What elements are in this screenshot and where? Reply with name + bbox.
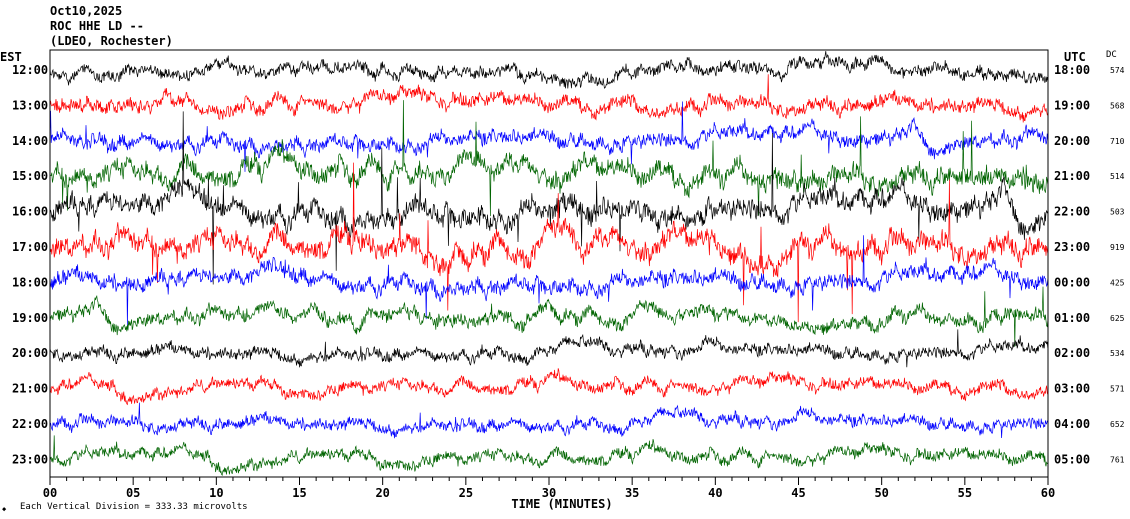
utc-tick-label: 05:00 [1054, 452, 1090, 466]
x-tick-label: 15 [292, 486, 306, 500]
utc-tick-label: 02:00 [1054, 346, 1090, 360]
trace-row-1500 [49, 100, 1049, 217]
trace-row-1300 [49, 74, 1049, 123]
est-tick-label: 20:00 [12, 346, 48, 360]
utc-tick-label: 18:00 [1054, 63, 1090, 77]
x-tick-label: 50 [874, 486, 888, 500]
x-tick-label: 55 [958, 486, 972, 500]
x-tick-label: 60 [1041, 486, 1055, 500]
est-tick-label: 21:00 [12, 382, 48, 396]
x-tick-label: 40 [708, 486, 722, 500]
dc-value: 568 [1110, 101, 1125, 110]
est-tick-label: 23:00 [12, 452, 48, 466]
utc-tick-label: 21:00 [1054, 169, 1090, 183]
dc-value: 503 [1110, 208, 1125, 217]
est-tick-label: 15:00 [12, 169, 48, 183]
utc-tick-label: 20:00 [1054, 134, 1090, 148]
dc-value: 514 [1110, 172, 1125, 181]
x-tick-label: 10 [209, 486, 223, 500]
est-tick-label: 12:00 [12, 63, 48, 77]
x-tick-label: 25 [459, 486, 473, 500]
header-station: ROC HHE LD -- [50, 19, 144, 33]
utc-tick-label: 00:00 [1054, 275, 1090, 289]
footer-note: Each Vertical Division = 333.33 microvol… [20, 502, 248, 512]
trace-row-2100 [49, 368, 1049, 406]
corner-mark-icon: ◆ [2, 505, 7, 513]
x-tick-label: 00 [43, 486, 57, 500]
x-tick-label: 45 [791, 486, 805, 500]
est-tick-label: 18:00 [12, 275, 48, 289]
x-tick-label: 35 [625, 486, 639, 500]
est-axis-label: EST [0, 50, 22, 64]
trace-row-2200 [49, 402, 1049, 439]
x-tick-label: 05 [126, 486, 140, 500]
seismic-traces [49, 51, 1049, 477]
trace-row-1900 [49, 286, 1049, 347]
est-tick-label: 16:00 [12, 205, 48, 219]
trace-row-1800 [49, 235, 1049, 326]
plot-frame [49, 49, 1049, 478]
trace-row-2000 [49, 329, 1049, 368]
row-labels: 12:00 18:00 574 13:00 19:00 568 14:00 20:00 710 1… [12, 63, 1125, 466]
dc-value: 919 [1110, 243, 1125, 252]
est-tick-label: 17:00 [12, 240, 48, 254]
trace-row-1200 [49, 51, 1049, 89]
x-tick-label: 30 [542, 486, 556, 500]
x-axis-title: TIME (MINUTES) [511, 497, 612, 511]
utc-tick-label: 19:00 [1054, 98, 1090, 112]
dc-value: 625 [1110, 314, 1125, 323]
header-network: (LDEO, Rochester) [50, 34, 173, 48]
utc-tick-label: 23:00 [1054, 240, 1090, 254]
dc-value: 534 [1110, 349, 1125, 358]
est-tick-label: 14:00 [12, 134, 48, 148]
dc-value: 425 [1110, 278, 1125, 287]
dc-value: 652 [1110, 420, 1125, 429]
est-tick-label: 22:00 [12, 417, 48, 431]
utc-tick-label: 22:00 [1054, 205, 1090, 219]
x-axis: 00 05 10 15 20 25 30 35 40 45 50 55 60 [43, 477, 1055, 500]
est-tick-label: 19:00 [12, 311, 48, 325]
trace-row-1700 [49, 162, 1049, 323]
dc-value: 761 [1110, 455, 1125, 464]
est-tick-label: 13:00 [12, 98, 48, 112]
utc-axis-label: UTC [1064, 50, 1086, 64]
header-date: Oct10,2025 [50, 4, 122, 18]
trace-row-1400 [49, 101, 1049, 172]
trace-row-2300 [49, 435, 1049, 477]
utc-tick-label: 03:00 [1054, 382, 1090, 396]
x-tick-label: 20 [375, 486, 389, 500]
dc-label: DC [1106, 50, 1117, 60]
trace-row-1600 [49, 111, 1049, 285]
dc-value: 574 [1110, 66, 1125, 75]
utc-tick-label: 04:00 [1054, 417, 1090, 431]
dc-value: 710 [1110, 137, 1125, 146]
utc-tick-label: 01:00 [1054, 311, 1090, 325]
dc-value: 571 [1110, 385, 1125, 394]
